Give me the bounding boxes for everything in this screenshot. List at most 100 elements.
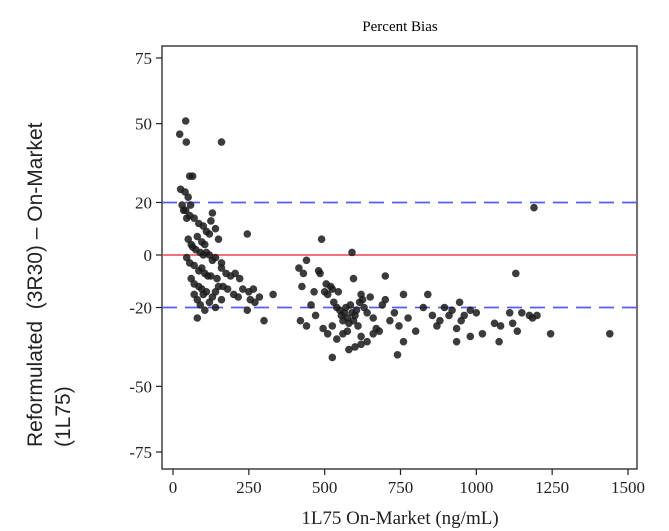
data-point: [296, 316, 305, 325]
data-point: [295, 264, 303, 272]
data-point: [175, 130, 184, 138]
data-point: [328, 353, 337, 362]
data-point: [317, 235, 326, 243]
data-point: [323, 330, 332, 338]
data-point: [354, 322, 362, 330]
data-point: [375, 327, 384, 336]
data-point: [513, 327, 522, 336]
data-point: [201, 306, 209, 315]
data-point: [260, 316, 268, 325]
data-point: [231, 269, 239, 278]
data-point: [393, 351, 402, 359]
data-point: [455, 298, 464, 307]
data-point: [190, 214, 198, 222]
data-point: [399, 290, 408, 299]
data-point: [298, 282, 306, 291]
chart-title: Percent Bias: [362, 19, 438, 35]
data-point: [357, 340, 365, 349]
data-point: [346, 301, 355, 309]
data-point: [323, 290, 332, 299]
y-tick-label: 75: [135, 49, 152, 68]
data-point: [217, 138, 226, 146]
data-point: [217, 264, 226, 272]
data-point: [186, 201, 195, 209]
data-point: [205, 298, 214, 307]
data-point: [508, 319, 517, 328]
data-point: [363, 309, 371, 317]
y-tick-label: -75: [129, 443, 152, 462]
data-point: [234, 293, 242, 301]
data-point: [251, 298, 259, 307]
data-point: [207, 217, 215, 225]
data-point: [188, 172, 197, 180]
data-point: [310, 288, 318, 296]
data-point: [311, 311, 320, 320]
data-point: [530, 203, 538, 212]
data-point: [452, 337, 461, 346]
data-point: [518, 309, 526, 317]
data-point: [357, 332, 365, 341]
data-point: [349, 274, 358, 283]
data-point: [381, 295, 390, 304]
data-point: [390, 309, 399, 317]
data-point: [369, 330, 378, 338]
data-point: [343, 327, 352, 336]
data-point: [328, 322, 337, 330]
data-point: [440, 303, 449, 312]
data-point: [249, 285, 258, 293]
y-tick-label: -50: [129, 377, 152, 396]
data-point: [217, 259, 226, 267]
data-point: [369, 314, 378, 322]
data-point: [490, 319, 499, 328]
x-axis-label: 1L75 On-Market (ng/mL): [301, 508, 498, 529]
data-point: [460, 311, 469, 320]
data-point: [333, 335, 341, 343]
data-point: [319, 324, 327, 333]
data-point: [348, 248, 356, 257]
data-point: [299, 269, 308, 278]
y-axis-label-line-1: Reformulated (3R30) – On-Market: [24, 122, 47, 447]
data-point: [466, 332, 475, 341]
data-point: [466, 306, 475, 315]
data-point: [213, 274, 221, 283]
data-point: [533, 311, 541, 320]
x-tick-label: 250: [236, 478, 262, 497]
data-point: [395, 322, 403, 330]
data-point: [352, 306, 361, 315]
data-point: [235, 274, 244, 283]
y-axis-label-line-2: (1L75): [52, 386, 75, 447]
data-point: [411, 327, 420, 336]
y-tick-label: 0: [144, 246, 153, 265]
data-point: [239, 285, 247, 293]
data-point: [243, 230, 252, 238]
data-point: [366, 293, 375, 301]
data-point: [217, 295, 226, 304]
x-axis-ticks: 0 250 500 750 1000 1250 1500: [169, 469, 645, 497]
data-point: [307, 301, 315, 309]
data-point: [205, 230, 214, 238]
data-point: [436, 316, 444, 325]
data-point: [424, 290, 432, 299]
data-point: [472, 309, 481, 317]
data-point: [399, 337, 408, 346]
data-point: [495, 337, 503, 346]
plot-frame: [161, 45, 638, 470]
y-tick-label: -20: [129, 299, 152, 318]
x-tick-label: 750: [388, 478, 414, 497]
data-point: [208, 209, 217, 217]
data-point: [184, 193, 192, 201]
data-point: [448, 306, 456, 315]
data-point: [269, 290, 277, 299]
data-point: [302, 256, 311, 265]
data-point: [211, 253, 220, 262]
data-point: [316, 269, 324, 278]
data-point: [201, 240, 209, 249]
data-point: [196, 301, 205, 309]
x-tick-label: 1000: [459, 478, 493, 497]
data-point: [404, 314, 412, 322]
data-point: [386, 316, 394, 325]
data-point: [351, 343, 359, 351]
x-tick-label: 1500: [611, 478, 645, 497]
y-tick-label: 50: [135, 115, 152, 134]
